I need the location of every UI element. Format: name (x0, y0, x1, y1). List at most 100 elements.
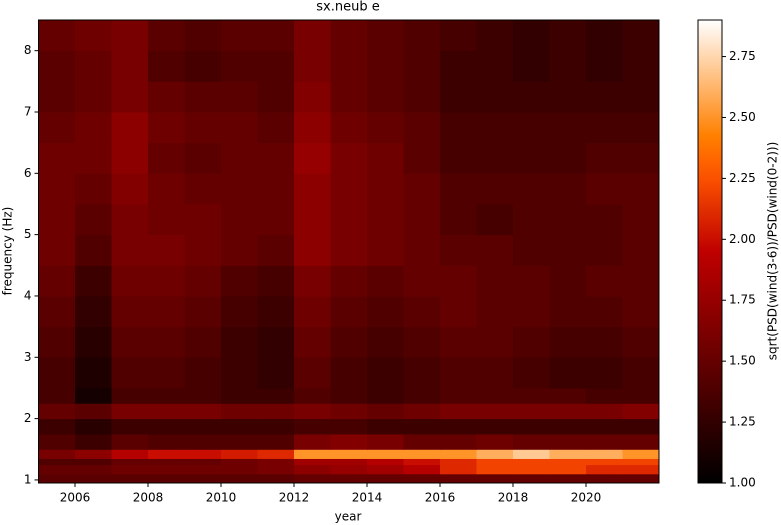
heatmap-cell (330, 173, 368, 205)
heatmap-cell (257, 295, 295, 328)
heatmap-cell (184, 387, 222, 404)
heatmap-cell (221, 473, 258, 484)
heatmap-cell (184, 464, 222, 475)
heatmap-cell (111, 418, 149, 435)
heatmap-cell (476, 357, 514, 389)
heatmap-cell (622, 387, 660, 404)
heatmap-cell (330, 142, 368, 174)
heatmap-cell (75, 111, 112, 144)
heatmap-cell (440, 111, 477, 144)
heatmap-cell (549, 203, 587, 236)
heatmap-cell (476, 403, 514, 420)
heatmap-cell (549, 173, 587, 205)
heatmap-cell (513, 458, 550, 466)
heatmap-cell (549, 234, 587, 266)
heatmap-cell (148, 418, 185, 435)
heatmap-cell (75, 20, 112, 52)
heatmap-cell (221, 357, 258, 389)
heatmap-cell (148, 203, 185, 236)
heatmap-cell (513, 81, 550, 113)
heatmap-cell (367, 142, 404, 174)
heatmap-cell (513, 295, 550, 328)
colorbar-tick-label: 2.50 (729, 110, 756, 124)
colorbar (697, 19, 723, 484)
heatmap-cell (221, 449, 258, 459)
heatmap-cell (549, 142, 587, 174)
heatmap-cell (257, 326, 295, 358)
heatmap-cell (476, 473, 514, 484)
heatmap-cell (622, 111, 660, 144)
heatmap-cell (367, 50, 404, 82)
x-tick-label: 2016 (425, 491, 456, 505)
heatmap-cell (257, 142, 295, 174)
heatmap-cell (294, 142, 331, 174)
x-tick-label: 2008 (133, 491, 164, 505)
heatmap-cell (111, 387, 149, 404)
heatmap-cell (257, 433, 295, 450)
heatmap-cell (75, 142, 112, 174)
heatmap-cell (476, 81, 514, 113)
heatmap-cell (294, 357, 331, 389)
heatmap-cell (294, 203, 331, 236)
heatmap-cell (476, 20, 514, 52)
heatmap-cell (75, 295, 112, 328)
heatmap-cell (294, 173, 331, 205)
heatmap-cell (184, 326, 222, 358)
heatmap-cell (586, 81, 623, 113)
heatmap-cell (111, 111, 149, 144)
heatmap-cell (476, 387, 514, 404)
x-tick-label: 2006 (60, 491, 91, 505)
colorbar-tick-label: 1.50 (729, 354, 756, 368)
heatmap-cell (622, 295, 660, 328)
heatmap-cell (440, 464, 477, 475)
heatmap-cell (148, 464, 185, 475)
heatmap-cell (586, 418, 623, 435)
heatmap-cell (148, 20, 185, 52)
heatmap-cell (440, 473, 477, 484)
heatmap-cell (330, 464, 368, 475)
heatmap-cell (513, 50, 550, 82)
heatmap-cell (75, 464, 112, 475)
heatmap-cell (513, 326, 550, 358)
heatmap-cell (549, 50, 587, 82)
heatmap-cell (330, 449, 368, 459)
heatmap-cell (367, 295, 404, 328)
heatmap-cell (549, 433, 587, 450)
heatmap-cell (75, 203, 112, 236)
heatmap-cell (257, 50, 295, 82)
heatmap-cell (221, 50, 258, 82)
heatmap-cell (75, 173, 112, 205)
heatmap-cell (513, 357, 550, 389)
heatmap-cell (38, 403, 76, 420)
heatmap-cell (111, 142, 149, 174)
heatmap-cell (148, 326, 185, 358)
x-tick-label: 2014 (352, 491, 383, 505)
heatmap-cell (622, 464, 660, 475)
heatmap-cell (184, 473, 222, 484)
colorbar-tick-label: 1.00 (729, 476, 756, 490)
heatmap-cell (440, 295, 477, 328)
heatmap-cell (294, 387, 331, 404)
heatmap-cell (111, 20, 149, 52)
heatmap-cell (221, 403, 258, 420)
heatmap-cell (294, 81, 331, 113)
heatmap-cell (184, 265, 222, 297)
heatmap-cell (330, 326, 368, 358)
heatmap-cell (38, 50, 76, 82)
heatmap-cell (403, 418, 441, 435)
heatmap-cell (38, 234, 76, 266)
heatmap-cell (440, 81, 477, 113)
heatmap-cell (294, 295, 331, 328)
y-tick-label: 3 (24, 350, 32, 364)
heatmap-cell (513, 142, 550, 174)
heatmap-cell (440, 418, 477, 435)
heatmap-cell (38, 449, 76, 459)
heatmap-cell (75, 265, 112, 297)
heatmap-cell (75, 81, 112, 113)
heatmap-cell (586, 203, 623, 236)
heatmap-cell (367, 326, 404, 358)
heatmap-cell (75, 433, 112, 450)
heatmap-cell (367, 81, 404, 113)
y-tick-label: 2 (24, 411, 32, 425)
heatmap-cell (586, 50, 623, 82)
